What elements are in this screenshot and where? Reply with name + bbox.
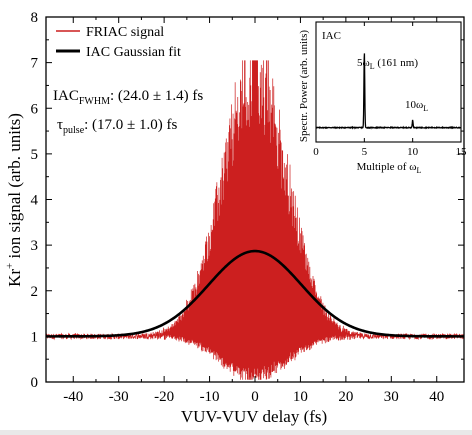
legend-label-friac: FRIAC signal xyxy=(86,25,164,40)
x-tick-label: 30 xyxy=(384,389,399,405)
x-tick-label: -40 xyxy=(63,389,83,405)
series-iac-gaussian-fit xyxy=(46,249,464,338)
y-tick-label: 2 xyxy=(31,284,39,300)
y-tick-label: 8 xyxy=(31,10,39,26)
y-tick-label: 7 xyxy=(31,56,39,72)
inset-x-tick-label: 15 xyxy=(456,146,468,158)
annotation-iac-fwhm: IACFWHM: (24.0 ± 1.4) fs xyxy=(53,88,203,107)
x-tick-label: 10 xyxy=(293,389,308,405)
inset-data-layer xyxy=(315,53,462,130)
inset-background xyxy=(316,22,461,142)
inset-series-spectrum xyxy=(315,53,462,130)
inset-x-tick-label: 10 xyxy=(407,146,419,158)
annotation-tau-pulse: τpulse: (17.0 ± 1.0) fs xyxy=(57,117,178,136)
inset-title: IAC xyxy=(322,30,341,42)
y-tick-label: 4 xyxy=(31,193,39,209)
y-tick-label: 0 xyxy=(31,375,39,391)
x-tick-label: -10 xyxy=(200,389,220,405)
y-axis-title: Kr+ ion signal (arb. units) xyxy=(4,113,24,287)
x-tick-label: 0 xyxy=(251,389,259,405)
y-tick-label: 1 xyxy=(31,329,39,345)
inset-plot: 0 5 10 15 IAC 5ωL (161 nm) 10ωL Spectr. Pow… xyxy=(298,21,468,175)
x-axis-title: VUV-VUV delay (fs) xyxy=(181,407,327,426)
legend: FRIAC signal IAC Gaussian fit xyxy=(56,25,181,60)
y-tick-label: 5 xyxy=(31,147,39,163)
x-tick-label: -20 xyxy=(154,389,174,405)
inset-x-tick-label: 0 xyxy=(313,146,319,158)
inset-x-axis-title: Multiple of ωL xyxy=(357,161,422,175)
inset-y-axis-title: Spectr. Power (arb. units) xyxy=(298,30,310,142)
legend-label-fit: IAC Gaussian fit xyxy=(86,45,181,60)
main-data-layer xyxy=(45,60,465,380)
inset-axes: 0 5 10 15 xyxy=(313,21,468,158)
inset-peak-label-5: 5ωL (161 nm) xyxy=(357,57,418,71)
x-tick-label: 20 xyxy=(338,389,353,405)
x-tick-label: -30 xyxy=(109,389,129,405)
y-tick-label: 3 xyxy=(31,238,39,254)
x-tick-label: 40 xyxy=(429,389,444,405)
y-tick-label: 6 xyxy=(31,101,39,117)
inset-frame xyxy=(315,21,462,143)
main-ticks: -40 -30 -20 -10 0 10 20 30 40 0 1 2 3 4 5 6 7 8 xyxy=(31,10,464,405)
main-plot: -40 -30 -20 -10 0 10 20 30 40 0 1 2 3 4 5 6 7 8 xyxy=(31,10,465,405)
inset-x-tick-label: 5 xyxy=(362,146,368,158)
inset-peak-label-10: 10ωL xyxy=(405,99,428,113)
